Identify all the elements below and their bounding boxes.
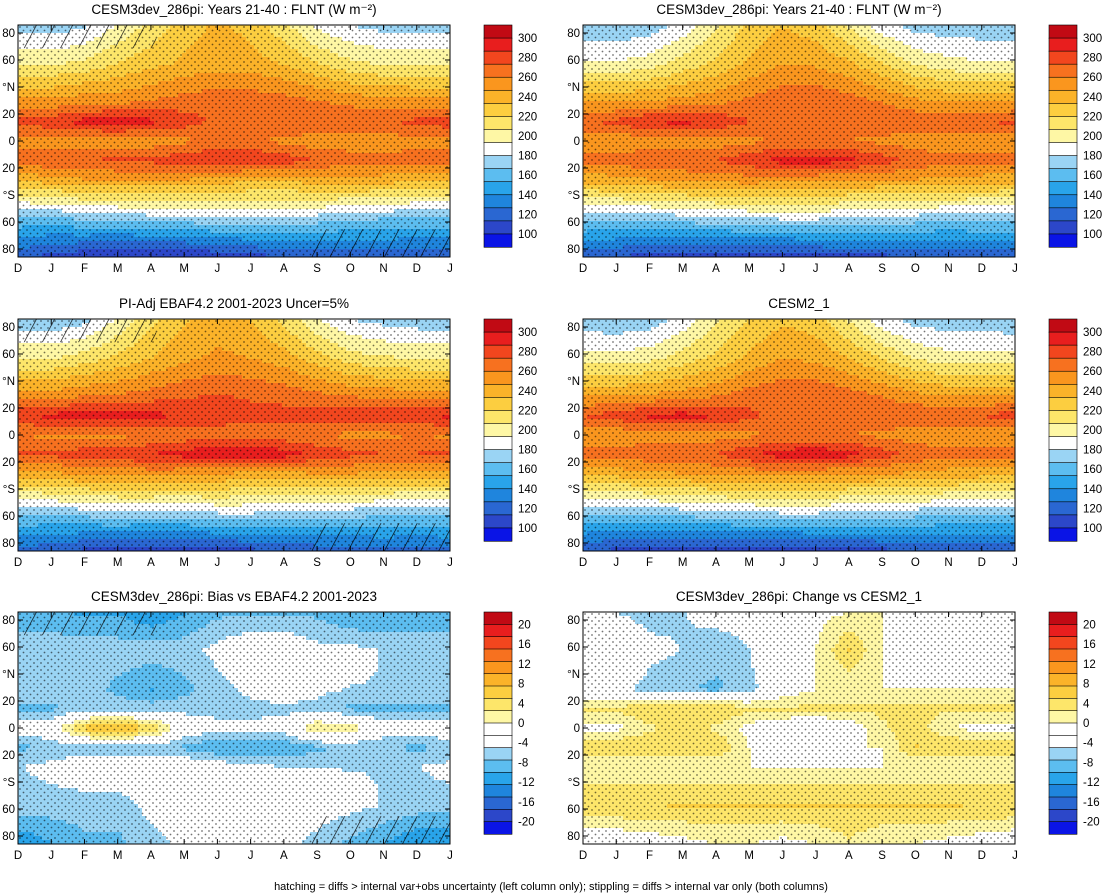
panel-1: CESM3dev_286pi: Years 21-40 : FLNT (W m⁻… <box>2 2 537 275</box>
panel-title: CESM3dev_286pi: Years 21-40 : FLNT (W m⁻… <box>91 2 376 17</box>
